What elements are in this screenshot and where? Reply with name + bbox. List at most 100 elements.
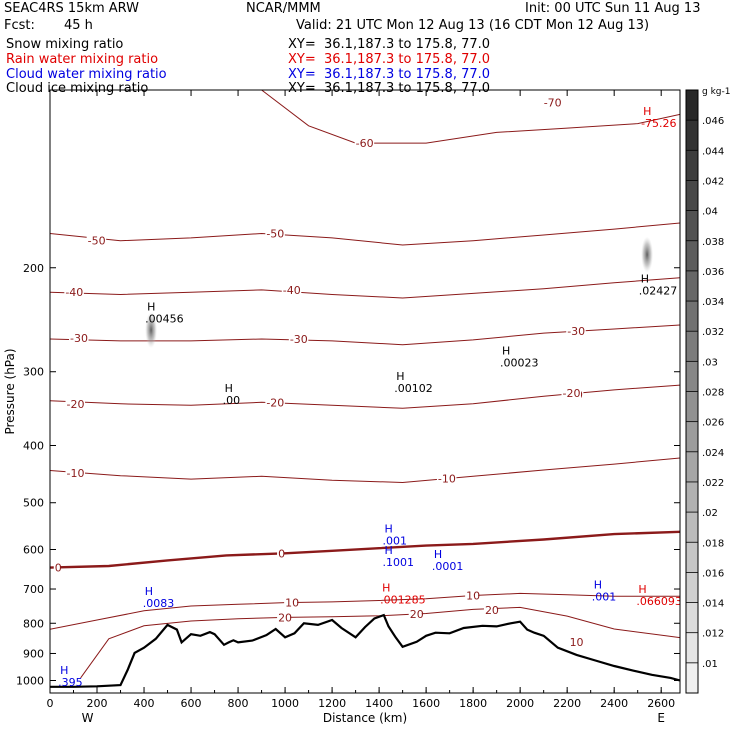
y-tick-label-1: 300 (23, 366, 44, 379)
x-tick-label-2: 400 (134, 697, 155, 710)
max-marker-value-1: .00 (223, 394, 241, 407)
colorbar-cell-1 (686, 120, 698, 151)
colorbar-frame (685, 89, 699, 694)
colorbar-label-16: .014 (702, 599, 724, 610)
forecast-label: Fcst: (4, 18, 35, 33)
colorbar-cell-17 (686, 602, 698, 634)
max-marker-h-11: H (382, 582, 390, 595)
isotherm-line-9 (80, 606, 680, 679)
isotherm-label-bg-16 (277, 547, 284, 560)
model-title: SEAC4RS 15km ARW (4, 1, 140, 16)
max-marker-h-9: H (145, 585, 153, 598)
source-label: NCAR/MMM (246, 1, 321, 16)
colorbar-cell-12 (686, 451, 698, 483)
max-marker-h-2: H (396, 370, 404, 383)
isotherm-label-18: 10 (466, 590, 480, 603)
isotherm-label-11: -20 (565, 389, 583, 402)
terrain-line (50, 613, 680, 688)
field-xy-cloud-ice: XY= 36.1,187.3 to 175.8, 77.0 (288, 81, 491, 96)
colorbar-cell-19 (686, 662, 698, 694)
y-tick-label-2: 400 (23, 440, 44, 453)
isotherm-label-bg-3 (265, 227, 285, 240)
colorbar-cell-2 (686, 150, 698, 181)
isotherm-label-bg-18 (465, 589, 479, 602)
isotherm-label-16: 0 (278, 547, 285, 560)
colorbar-label-8: .03 (702, 357, 718, 368)
colorbar-cell-3 (686, 180, 698, 212)
isotherm-label-5: -40 (283, 284, 301, 297)
max-marker-h-13: H (60, 664, 68, 677)
isotherm-label-14: -10 (438, 473, 456, 486)
isotherm-label-0: -70 (544, 97, 562, 110)
max-marker-h-3: H (502, 345, 510, 358)
colorbar-cell-9 (686, 361, 698, 392)
x-tick-label-7: 1400 (365, 697, 393, 710)
colorbar-label-5: .036 (702, 267, 724, 278)
isotherm-label-bg-6 (69, 331, 89, 344)
max-marker-value-7: .1001 (383, 556, 415, 569)
isotherm-label-bg-15 (53, 561, 61, 574)
field-xy-cloud-water: XY= 36.1,187.3 to 175.8, 77.0 (288, 67, 491, 82)
max-marker-value-8: .0001 (432, 560, 464, 573)
isotherm-label-20: 20 (278, 611, 292, 624)
valid-time: Valid: 21 UTC Mon 12 Aug 13 (16 CDT Mon … (296, 18, 650, 33)
snow-blob-0 (145, 312, 158, 349)
field-name-cloud-water: Cloud water mixing ratio (6, 67, 167, 82)
x-axis-label: Distance (km) (323, 711, 407, 725)
max-marker-h-4: H (641, 272, 649, 285)
isotherm-label-10: -20 (266, 396, 284, 409)
x-tick-label-3: 600 (181, 697, 202, 710)
isotherm-label-2: -50 (88, 235, 106, 248)
max-marker-value-5: -75.26 (641, 117, 676, 130)
isotherm-line-5 (50, 384, 680, 409)
isotherm-label-bg-0 (542, 96, 563, 109)
colorbar-label-9: .028 (702, 388, 724, 399)
x-end-label-west: W (82, 711, 94, 725)
isotherm-label-bg-2 (86, 234, 107, 247)
field-name-snow: Snow mixing ratio (6, 37, 124, 52)
x-tick-label-9: 1800 (459, 697, 487, 710)
colorbar-label-0: .046 (702, 116, 724, 127)
y-tick-label-5: 700 (23, 583, 44, 596)
isotherm-label-bg-1 (354, 137, 375, 150)
max-marker-h-8: H (434, 548, 442, 561)
colorbar-cell-11 (686, 421, 698, 453)
isotherm-label-17: 10 (285, 597, 299, 610)
y-tick-label-7: 900 (23, 647, 44, 660)
isotherm-label-19: 10 (570, 636, 584, 649)
isotherm-label-bg-4 (64, 286, 84, 299)
field-name-rain: Rain water mixing ratio (6, 52, 159, 67)
x-tick-label-8: 1600 (412, 697, 440, 710)
colorbar-cell-16 (686, 572, 698, 604)
isotherm-label-bg-11 (563, 388, 584, 401)
isotherm-line-3 (50, 277, 680, 299)
isotherm-label-15: 0 (55, 562, 62, 575)
max-marker-h-5: H (643, 105, 651, 118)
isotherm-label-bg-17 (284, 596, 298, 609)
field-xy-rain: XY= 36.1,187.3 to 175.8, 77.0 (288, 52, 491, 67)
isotherm-label-4: -40 (65, 286, 83, 299)
y-tick-label-8: 1000 (16, 674, 44, 687)
colorbar-cell-14 (686, 512, 698, 543)
isotherm-label-bg-7 (288, 332, 309, 345)
max-marker-value-3: .00023 (500, 357, 539, 370)
isotherm-label-9: -20 (67, 398, 85, 411)
colorbar-unit: g kg-1 (702, 87, 730, 97)
colorbar-label-18: .01 (702, 659, 718, 670)
isotherm-label-21: 20 (410, 608, 424, 621)
colorbar-label-3: .04 (702, 207, 718, 218)
x-tick-label-12: 2400 (600, 697, 628, 710)
max-marker-h-7: H (385, 544, 393, 557)
colorbar-label-1: .044 (702, 146, 724, 157)
isotherm-line-1 (261, 90, 680, 144)
isotherm-label-bg-10 (265, 396, 285, 409)
colorbar-cell-8 (686, 331, 698, 362)
x-tick-label-0: 0 (47, 697, 54, 710)
plot-content: -70-60-50-50-40 -40-30 -30-30-20 -20-20-20-… (50, 90, 680, 689)
colorbar-label-12: .022 (702, 478, 724, 489)
colorbar-label-2: .042 (702, 176, 724, 187)
isotherm-label-bg-8 (566, 325, 586, 338)
colorbar-cell-4 (686, 210, 698, 242)
colorbar-label-11: .024 (702, 448, 724, 459)
